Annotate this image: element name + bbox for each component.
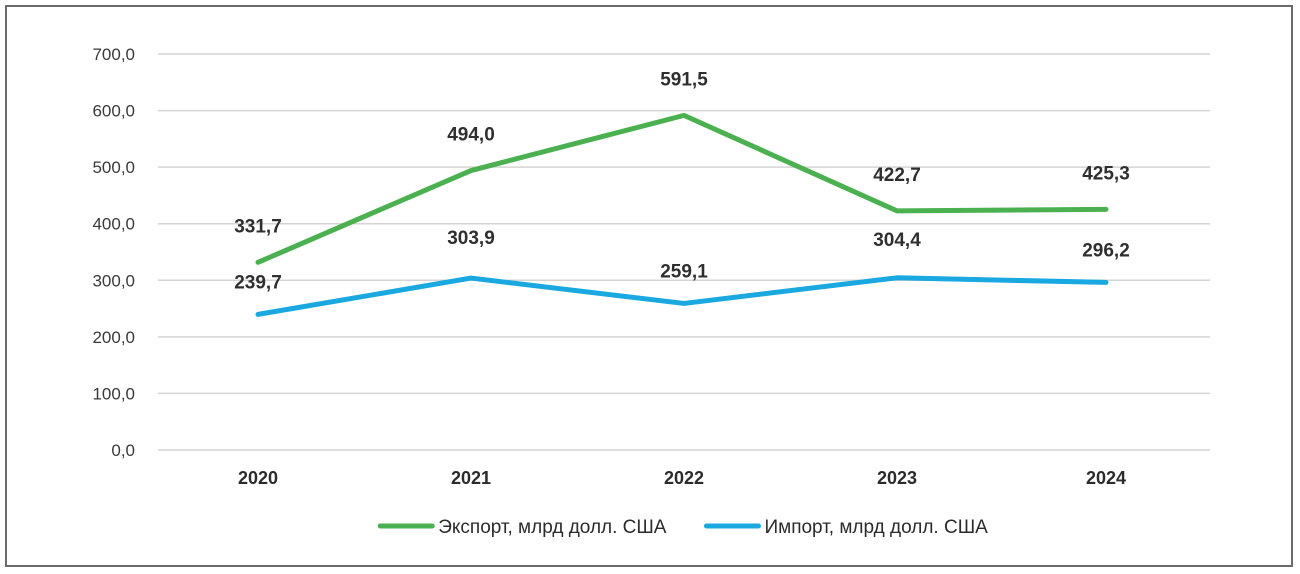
y-tick-label: 300,0 — [92, 271, 135, 290]
legend: Экспорт, млрд долл. США Импорт, млрд долл… — [377, 517, 988, 538]
y-tick-label: 700,0 — [92, 45, 135, 64]
import-series-line — [255, 275, 1109, 317]
export-data-label: 331,7 — [234, 216, 282, 237]
import-data-label: 304,4 — [873, 230, 921, 251]
x-axis-ticks: 2020 2021 2022 2023 2024 — [238, 468, 1126, 488]
import-data-label: 259,1 — [660, 261, 708, 282]
import-data-label: 296,2 — [1082, 240, 1130, 261]
export-series-line — [255, 112, 1109, 265]
y-tick-label: 500,0 — [92, 158, 135, 177]
x-tick-label: 2022 — [664, 468, 704, 488]
gridlines — [158, 53, 1210, 451]
y-tick-label: 100,0 — [92, 384, 135, 403]
y-axis-ticks: 0,0 100,0 200,0 300,0 400,0 500,0 600,0 700,0 — [92, 45, 135, 460]
x-tick-label: 2021 — [451, 468, 491, 488]
chart-frame — [5, 5, 1293, 567]
y-tick-label: 600,0 — [92, 102, 135, 121]
x-tick-label: 2024 — [1086, 468, 1126, 488]
y-tick-label: 200,0 — [92, 328, 135, 347]
series-lines — [255, 112, 1109, 317]
export-data-label: 425,3 — [1082, 163, 1130, 184]
export-data-label: 494,0 — [447, 125, 495, 146]
import-data-label: 239,7 — [234, 272, 282, 293]
export-legend-label: Экспорт, млрд долл. США — [438, 517, 667, 538]
import-data-label: 303,9 — [447, 228, 495, 249]
y-tick-label: 400,0 — [92, 215, 135, 234]
export-data-label: 422,7 — [873, 165, 921, 186]
x-tick-label: 2023 — [877, 468, 917, 488]
import-legend-label: Импорт, млрд долл. США — [764, 517, 988, 538]
y-tick-label: 0,0 — [111, 441, 135, 460]
data-labels: 331,7 494,0 591,5 422,7 425,3 239,7 303,9 259,1… — [234, 69, 1130, 293]
export-data-label: 591,5 — [660, 69, 708, 90]
x-tick-label: 2020 — [238, 468, 278, 488]
